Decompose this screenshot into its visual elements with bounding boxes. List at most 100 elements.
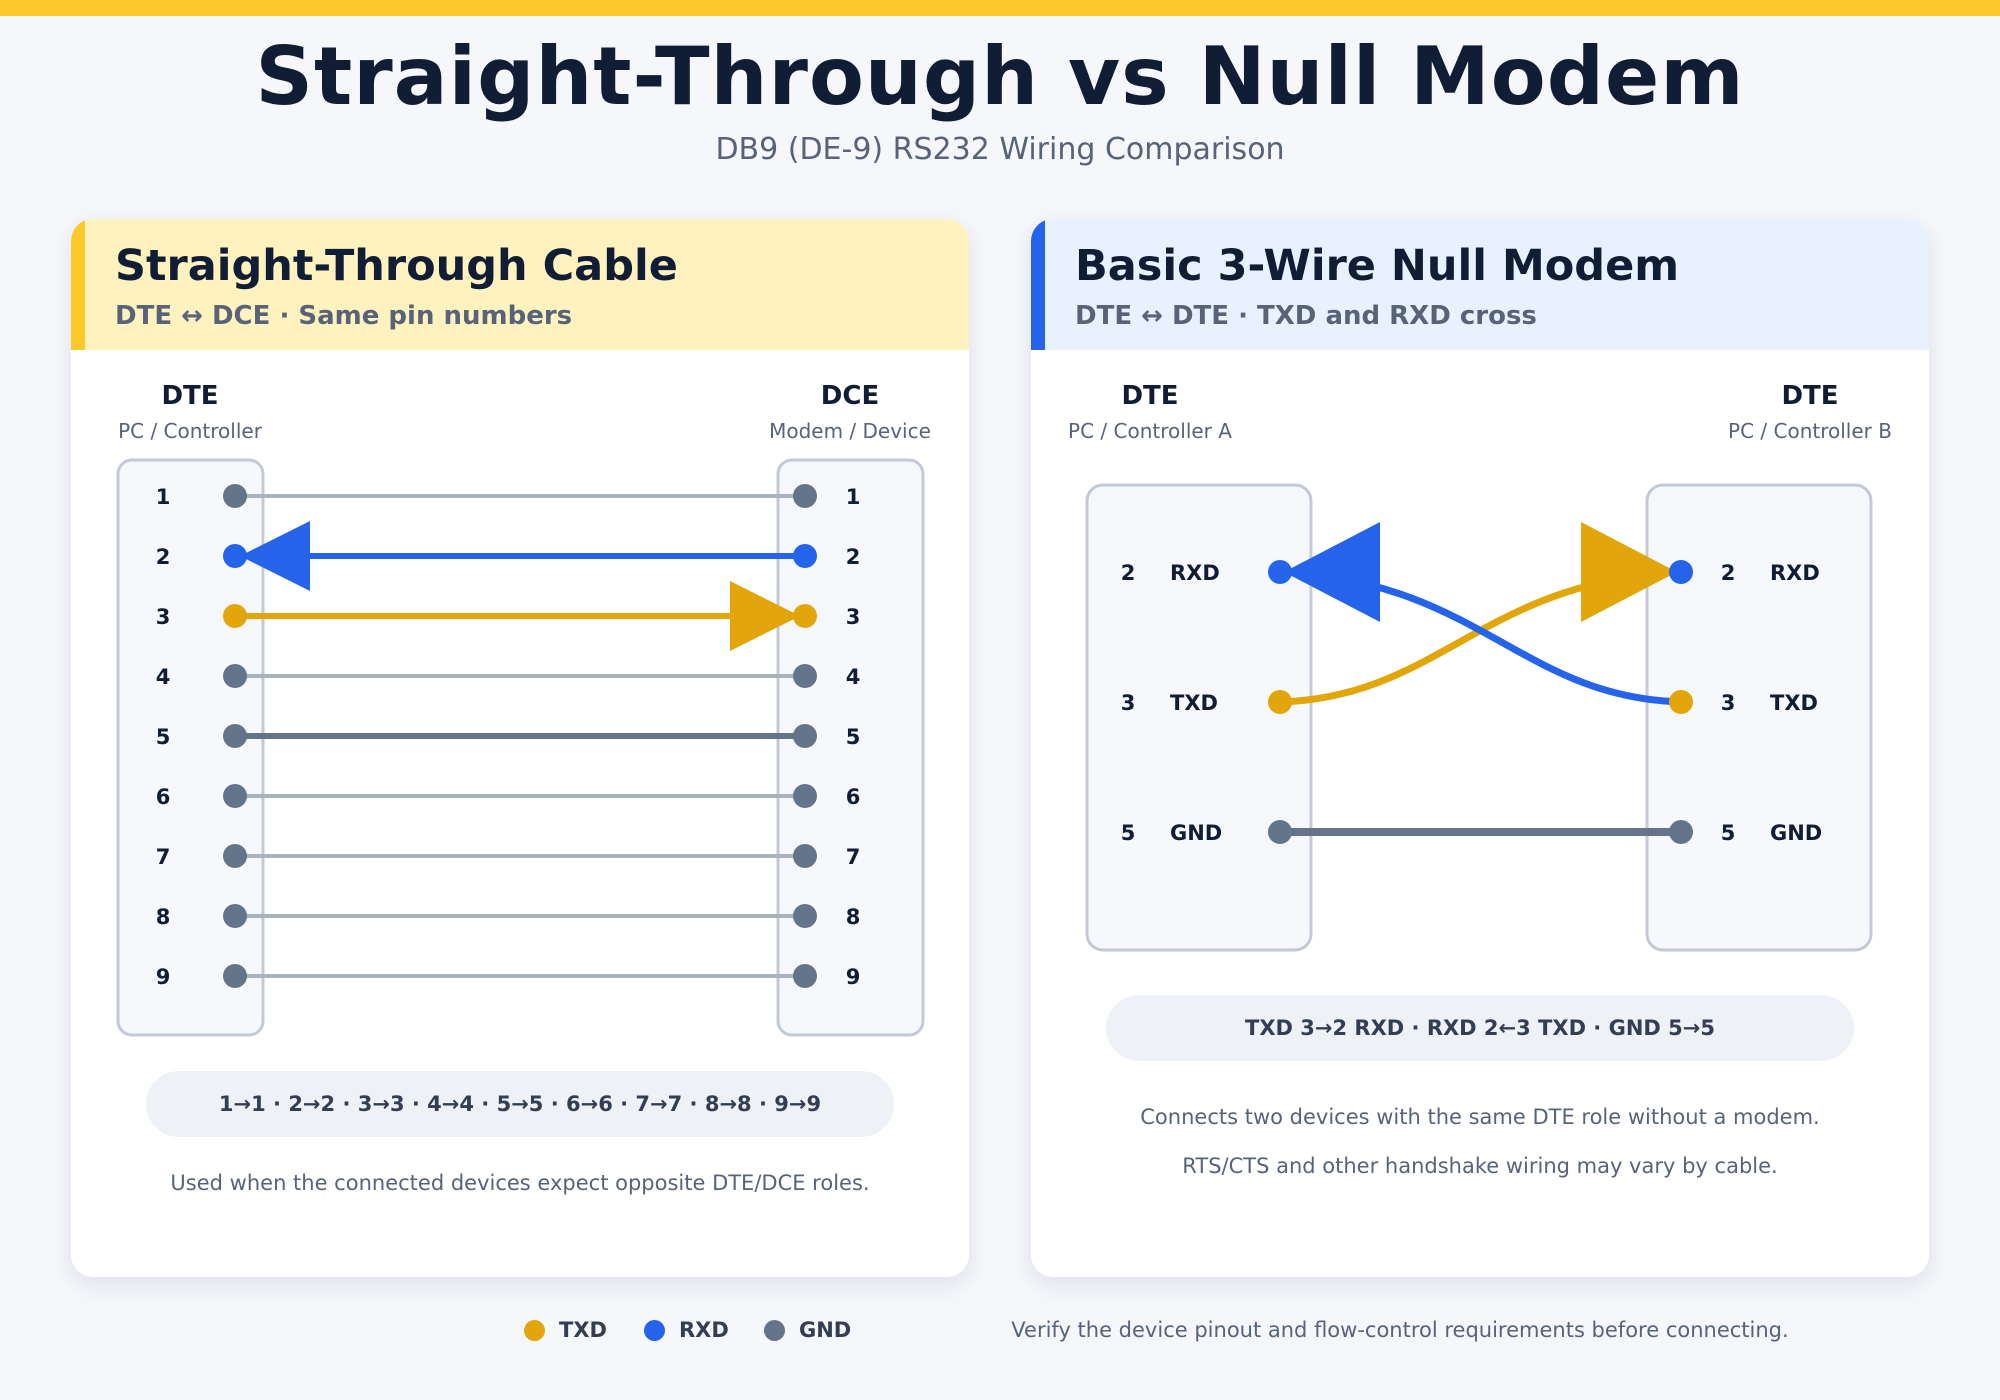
null-modem-pins: 2 RXD 2 RXD 3 TXD 3 TXD 5 GND 5 GND [1121, 560, 1822, 845]
right-pin-dot [1669, 560, 1693, 584]
gnd-legend-dot [764, 1319, 785, 1341]
right-pin-number: 3 [1721, 691, 1736, 715]
right-device-label: Modem / Device [769, 419, 931, 443]
null-modem-card: Basic 3-Wire Null Modem DTE ↔ DTE · TXD … [1031, 219, 1929, 1277]
left-pin-number: 4 [156, 665, 171, 689]
right-pin-dot [793, 484, 817, 508]
right-pin-number: 3 [846, 605, 861, 629]
right-pin-dot [793, 664, 817, 688]
footnote: Verify the device pinout and flow-contro… [1011, 1318, 1789, 1342]
right-pin-dot [793, 544, 817, 568]
left-pin-number: 5 [156, 725, 171, 749]
left-connector [1085, 483, 1313, 952]
txd-arrowhead [1581, 522, 1677, 622]
null-modem-header: Basic 3-Wire Null Modem DTE ↔ DTE · TXD … [1031, 219, 1929, 350]
straight-wires [232, 494, 808, 978]
left-pin-dot [223, 784, 247, 808]
card-accent [1031, 219, 1045, 350]
right-role-label: DCE [821, 381, 879, 411]
left-pin-number: 2 [156, 545, 171, 569]
right-device-label: PC / Controller B [1728, 419, 1892, 443]
txd-arrowhead [730, 581, 800, 651]
card-subtitle: DTE ↔ DTE · TXD and RXD cross [1075, 301, 1537, 331]
straight-pins: 1 1 2 2 3 3 4 4 5 5 6 6 7 7 8 8 9 9 [156, 484, 861, 989]
right-pin-name: TXD [1770, 691, 1818, 715]
null-modem-diagram: DTE PC / Controller A DTE PC / Controlle… [1068, 381, 1892, 952]
right-pin-dot [1669, 820, 1693, 844]
left-device-label: PC / Controller A [1068, 419, 1232, 443]
straight-summary: 1→1 · 2→2 · 3→3 · 4→4 · 5→5 · 6→6 · 7→7 … [146, 1071, 894, 1137]
right-pin-number: 5 [846, 725, 861, 749]
card-title: Straight-Through Cable [115, 241, 678, 291]
left-pin-name: TXD [1170, 691, 1218, 715]
right-pin-dot [793, 604, 817, 628]
left-pin-dot [223, 664, 247, 688]
right-pin-number: 9 [846, 965, 861, 989]
left-pin-dot [223, 844, 247, 868]
left-pin-dot [223, 724, 247, 748]
right-pin-number: 5 [1721, 821, 1736, 845]
legend-item-txd: TXD [524, 1318, 607, 1342]
rxd-arrowhead [240, 521, 310, 591]
right-pin-dot [793, 724, 817, 748]
null-modem-note-1: Connects two devices with the same DTE r… [1140, 1105, 1820, 1129]
left-pin-name: GND [1170, 821, 1222, 845]
right-connector [1645, 483, 1873, 952]
right-pin-number: 4 [846, 665, 861, 689]
null-modem-wires [1276, 522, 1685, 836]
left-pin-number: 8 [156, 905, 171, 929]
null-modem-summary: TXD 3→2 RXD · RXD 2←3 TXD · GND 5→5 [1106, 995, 1854, 1061]
left-pin-number: 7 [156, 845, 171, 869]
left-pin-dot [223, 544, 247, 568]
left-device-label: PC / Controller [118, 419, 263, 443]
rxd-legend-dot [644, 1319, 665, 1341]
card-accent [71, 219, 85, 350]
right-connector [776, 458, 925, 1037]
right-pin-number: 7 [846, 845, 861, 869]
right-pin-dot [793, 784, 817, 808]
left-pin-dot [1268, 690, 1292, 714]
straight-note: Used when the connected devices expect o… [170, 1171, 870, 1195]
left-pin-dot [223, 604, 247, 628]
right-pin-name: GND [1770, 821, 1822, 845]
txd-legend-dot [524, 1319, 545, 1341]
left-pin-dot [1268, 820, 1292, 844]
legend-item-rxd: RXD [644, 1318, 729, 1342]
legend-item-gnd: GND [764, 1318, 851, 1342]
page-subtitle: DB9 (DE-9) RS232 Wiring Comparison [715, 132, 1285, 167]
right-pin-dot [793, 964, 817, 988]
left-pin-dot [223, 484, 247, 508]
null-modem-note-2: RTS/CTS and other handshake wiring may v… [1182, 1154, 1778, 1178]
right-pin-dot [1669, 690, 1693, 714]
right-pin-dot [793, 904, 817, 928]
left-role-label: DTE [1121, 381, 1178, 411]
right-pin-number: 2 [846, 545, 861, 569]
straight-through-card: Straight-Through Cable DTE ↔ DCE · Same … [71, 219, 969, 1277]
left-pin-dot [1268, 560, 1292, 584]
right-pin-number: 6 [846, 785, 861, 809]
straight-through-header: Straight-Through Cable DTE ↔ DCE · Same … [71, 219, 969, 350]
left-pin-name: RXD [1170, 561, 1220, 585]
right-pin-number: 1 [846, 485, 861, 509]
left-pin-number: 5 [1121, 821, 1136, 845]
right-role-label: DTE [1781, 381, 1838, 411]
legend-label: GND [799, 1318, 852, 1342]
left-pin-number: 3 [1121, 691, 1136, 715]
left-connector [116, 458, 265, 1037]
page-title: Straight-Through vs Null Modem [255, 30, 1745, 123]
left-pin-number: 3 [156, 605, 171, 629]
rxd-arrowhead [1284, 522, 1380, 622]
left-role-label: DTE [161, 381, 218, 411]
left-pin-dot [223, 964, 247, 988]
right-pin-name: RXD [1770, 561, 1820, 585]
legend-label: RXD [679, 1318, 729, 1342]
right-pin-number: 2 [1721, 561, 1736, 585]
right-pin-number: 8 [846, 905, 861, 929]
left-pin-number: 6 [156, 785, 171, 809]
left-pin-number: 2 [1121, 561, 1136, 585]
card-subtitle: DTE ↔ DCE · Same pin numbers [115, 301, 573, 331]
top-accent-bar [0, 0, 2000, 16]
straight-through-diagram: DTE PC / Controller DCE Modem / Device 1… [116, 381, 931, 1037]
left-pin-number: 9 [156, 965, 171, 989]
left-pin-dot [223, 904, 247, 928]
